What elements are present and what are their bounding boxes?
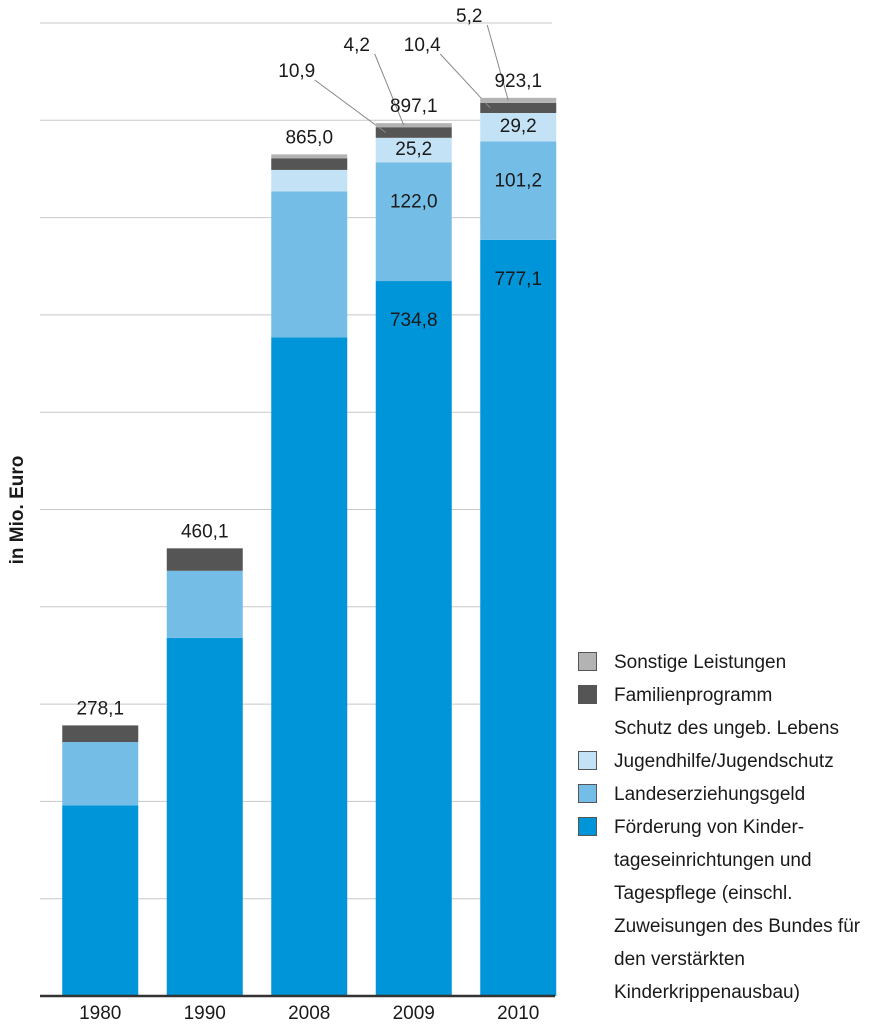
legend-item: Landeserziehungsgeld [578, 778, 884, 811]
bar-segment [480, 97, 557, 103]
bar-segment [62, 725, 139, 743]
legend-label: Förderung von Kinder­tageseinrichtungen … [614, 817, 861, 1003]
legend-label: Sonstige Leistungen [614, 652, 787, 673]
legend-label: Jugendhilfe/Jugendschutz [614, 751, 834, 772]
legend-swatch [578, 817, 597, 836]
value-label: 4,2 [344, 35, 370, 56]
legend-item: Jugendhilfe/Jugendschutz [578, 745, 884, 778]
bar-segment [375, 137, 452, 163]
legend-swatch [578, 718, 597, 737]
value-label: 25,2 [395, 139, 432, 160]
value-label: 5,2 [456, 6, 482, 27]
bar-segment [480, 141, 557, 240]
value-label: 10,4 [404, 35, 441, 56]
total-label: 865,0 [285, 127, 333, 148]
legend-item: Förderung von Kinder­tageseinrichtungen … [578, 811, 884, 1009]
total-label: 278,1 [76, 698, 124, 719]
bar-segment [480, 113, 557, 142]
legend-swatch [578, 784, 597, 803]
x-tick-label: 1980 [79, 1003, 121, 1024]
leader-line [374, 53, 405, 126]
bar-segment [480, 102, 557, 114]
leader-line [314, 79, 387, 133]
x-tick-label: 1990 [184, 1003, 226, 1024]
bar-segment [166, 548, 243, 571]
value-label: 10,9 [278, 61, 315, 82]
bar-segment [271, 169, 348, 192]
legend-item: Familienprogramm [578, 679, 884, 712]
bar-segment [271, 191, 348, 338]
legend-swatch [578, 685, 597, 704]
bar-segment [375, 127, 452, 138]
x-tick-label: 2010 [497, 1003, 539, 1024]
bar-segment [166, 637, 243, 996]
x-tick-label: 2008 [288, 1003, 330, 1024]
bar-segment [271, 154, 348, 159]
total-label: 923,1 [494, 71, 542, 92]
leader-line [486, 24, 509, 101]
total-label: 897,1 [390, 96, 438, 117]
value-label: 101,2 [494, 170, 542, 191]
bar-segment [480, 239, 557, 996]
value-label: 122,0 [390, 191, 438, 212]
legend: Sonstige Leistungen Familienprogramm Schut… [578, 646, 878, 1009]
total-label: 460,1 [181, 521, 229, 542]
bar-segment [62, 742, 139, 806]
value-label: 734,8 [390, 310, 438, 331]
bar-segment [375, 123, 452, 128]
legend-swatch [578, 652, 597, 671]
legend-item: Schutz des ungeb. Lebens [578, 712, 884, 745]
legend-label: Schutz des ungeb. Lebens [614, 718, 840, 739]
bar-segment [166, 570, 243, 638]
bar-segment [375, 281, 452, 996]
legend-label: Familienprogramm [614, 685, 773, 706]
bar-segment [271, 337, 348, 996]
value-label: 29,2 [500, 116, 537, 137]
legend-item: Sonstige Leistungen [578, 646, 884, 679]
value-label: 777,1 [494, 269, 542, 290]
bar-segment [62, 805, 139, 996]
legend-swatch [578, 751, 597, 770]
x-tick-label: 2009 [393, 1003, 435, 1024]
bar-segment [375, 162, 452, 282]
legend-label: Landeserziehungsgeld [614, 784, 806, 805]
bar-segment [271, 158, 348, 170]
y-axis-label: in Mio. Euro [7, 456, 28, 565]
